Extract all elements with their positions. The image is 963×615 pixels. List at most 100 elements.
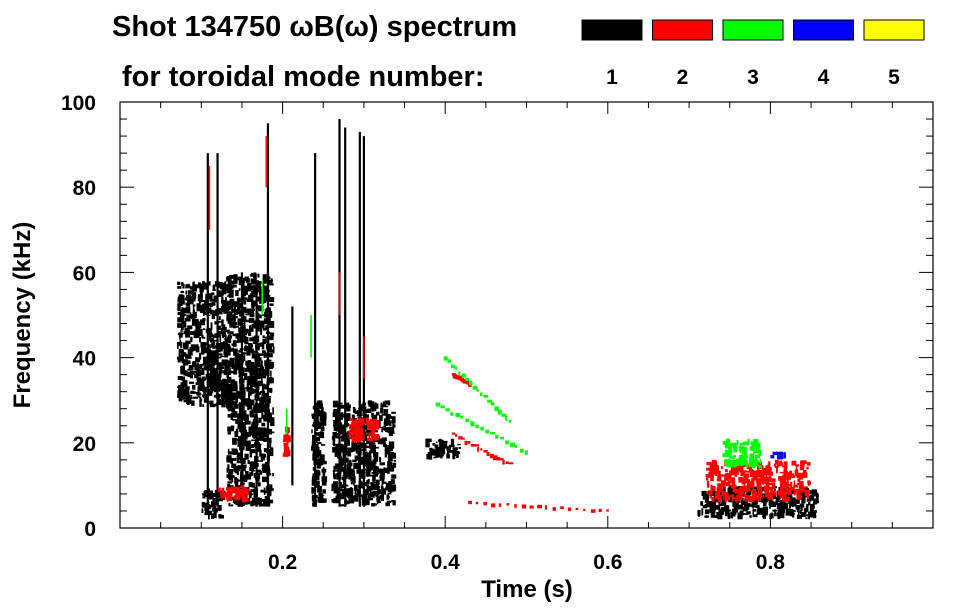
spectrum-blob <box>232 402 234 408</box>
spectrum-blob <box>439 442 445 449</box>
spectrum-blob <box>208 311 212 314</box>
spectrum-blob <box>249 462 253 470</box>
spectrum-blob <box>263 487 266 495</box>
spectrum-blob <box>362 417 365 424</box>
spectrum-blob <box>363 451 368 456</box>
spectrum-blob <box>786 490 791 495</box>
spectrum-blob <box>346 500 350 505</box>
spectrum-trend-point <box>469 380 473 386</box>
spectrum-blob <box>196 392 202 396</box>
spectrum-blob <box>324 476 328 482</box>
spectrum-blob <box>249 426 252 430</box>
spectrum-blob <box>181 361 185 364</box>
spectrum-blob <box>225 372 231 375</box>
spectrum-blob <box>376 483 379 488</box>
spectrum-blob <box>212 493 219 498</box>
spectrum-blob <box>379 456 382 463</box>
spectrum-blob <box>797 478 801 483</box>
spectrum-blob <box>238 375 242 377</box>
spectrum-blob <box>260 377 263 383</box>
spectrum-blob <box>253 273 257 282</box>
spectrum-blob <box>795 465 798 471</box>
spectrum-blob <box>373 469 378 477</box>
spectrum-blob <box>215 349 218 354</box>
spectrum-blob <box>716 505 721 510</box>
spectrum-blob <box>220 363 226 366</box>
spectrum-blob <box>766 467 772 474</box>
spectrum-trend-point <box>480 426 484 431</box>
spectrum-blob <box>262 396 266 404</box>
spectrum-blob <box>437 447 443 454</box>
spectrum-blob <box>341 491 345 495</box>
spectrum-blob <box>220 379 224 387</box>
spectrum-blob <box>373 430 379 433</box>
spectrum-blob <box>264 311 268 318</box>
spectrum-trend-point <box>508 462 514 465</box>
spectrum-blob <box>191 319 195 326</box>
spectrum-blob <box>389 467 395 472</box>
spectrum-blob <box>213 511 217 519</box>
spectrum-blob <box>426 438 432 442</box>
spectrum-blob <box>377 489 382 495</box>
spectrum-blob <box>724 499 728 502</box>
spectrum-blob <box>247 365 250 371</box>
spectrum-blob <box>727 461 734 468</box>
spectrum-blob <box>787 486 790 489</box>
spectrum-blob <box>233 309 238 315</box>
spectrum-blob <box>180 392 182 397</box>
spectrum-blob <box>236 456 240 464</box>
spectrum-blob <box>261 314 266 316</box>
spectrum-blob <box>726 473 732 480</box>
spectrum-blob <box>382 438 386 445</box>
spectrum-blob <box>253 321 257 326</box>
spectrum-blob <box>236 335 240 339</box>
spectrum-blob <box>333 420 336 428</box>
spectrum-blob <box>729 470 734 475</box>
spectrum-blob <box>440 452 446 455</box>
spectrum-blob <box>800 512 806 517</box>
spectrum-blob <box>192 285 196 291</box>
spectrum-blob <box>381 428 383 433</box>
spectrum-blob <box>201 394 205 398</box>
spectrum-blob <box>752 474 758 481</box>
spectrum-blob <box>351 435 356 439</box>
spectrum-blob <box>332 415 336 418</box>
spectrum-blob <box>231 401 235 404</box>
spectrum-blob <box>226 400 229 408</box>
spectrum-blob <box>230 380 236 386</box>
spectrum-blob <box>319 454 325 461</box>
spectrum-blob <box>246 298 251 302</box>
spectrum-blob <box>383 481 387 484</box>
spectrum-blob <box>372 491 378 496</box>
spectrum-blob <box>739 443 743 446</box>
spectrum-blob <box>190 336 193 343</box>
spectrum-blob <box>438 439 441 443</box>
spectrum-blob <box>177 390 181 395</box>
spectrum-blob <box>806 466 809 470</box>
spectrum-blob <box>381 485 384 493</box>
spectrum-blob <box>202 285 208 290</box>
spectrum-blob <box>776 453 781 460</box>
spectrum-blob <box>315 472 319 477</box>
spectrum-blob <box>728 492 732 496</box>
spectrum-blob <box>205 296 208 301</box>
spectrum-blob <box>216 362 221 370</box>
spectrum-blob <box>717 514 723 520</box>
legend-swatch-4 <box>793 19 854 41</box>
spectrum-blob <box>187 290 194 295</box>
spectrum-blob <box>249 450 252 458</box>
spectrum-blob <box>810 508 814 517</box>
spectrum-blob <box>238 367 244 374</box>
spectrum-blob <box>392 462 397 468</box>
spectrum-blob <box>381 488 387 495</box>
spectrum-blob <box>757 496 762 501</box>
spectrum-blob <box>243 288 248 294</box>
series-n=2 <box>208 136 811 513</box>
spectrum-blob <box>247 404 252 410</box>
spectrum-blob <box>700 501 704 506</box>
spectrum-blob <box>735 494 740 498</box>
spectrum-trend-point <box>480 448 483 451</box>
spectrum-blob <box>783 461 788 469</box>
spectrum-blob <box>230 405 233 409</box>
spectrum-blob <box>253 493 256 498</box>
